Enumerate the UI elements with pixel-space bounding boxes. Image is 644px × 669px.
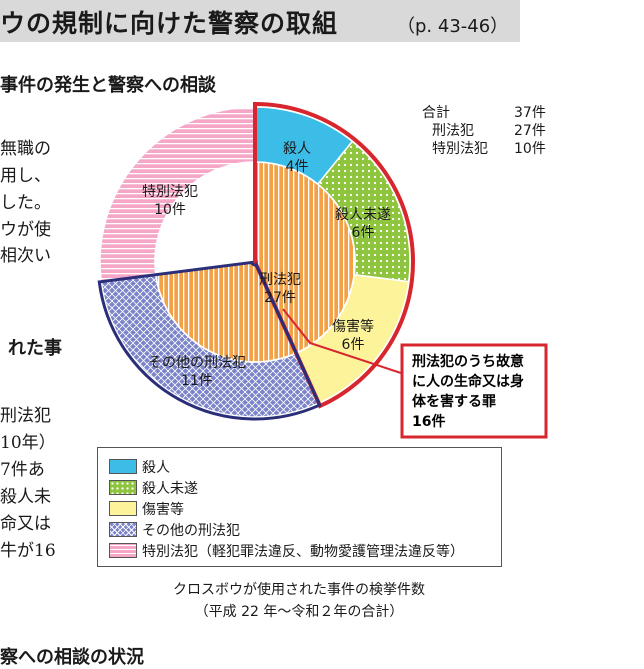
body-text-line: 命又は — [0, 514, 51, 534]
slice-label-injury: 傷害等 — [332, 318, 374, 335]
legend-label: 殺人未遂 — [142, 481, 198, 497]
subheading-top: 事件の発生と警察への相談 — [0, 75, 216, 96]
penal-total-label: 刑法犯 — [432, 123, 474, 139]
legend-label: 傷害等 — [142, 502, 184, 518]
chart-caption: クロスボウが使用された事件の検挙件数 — [173, 582, 425, 598]
slice-value-murder: 4件 — [286, 159, 309, 175]
legend-label: その他の刑法犯 — [142, 523, 240, 539]
slice-value-special-law: 10件 — [154, 202, 186, 218]
body-text-line: 用し、 — [0, 166, 51, 186]
penal-total-value: 27件 — [514, 123, 546, 139]
legend-swatch — [109, 543, 137, 558]
body-text-line: ウが使 — [0, 220, 51, 240]
body-text-line: した。 — [0, 193, 51, 213]
callout-line: に人の生命又は身 — [412, 373, 524, 390]
callout-line: 体を害する罪 — [412, 393, 496, 410]
section-title: ウの規制に向けた警察の取組 — [0, 9, 339, 38]
body-text-line: 牛が16 — [0, 541, 56, 561]
slice-label-special-law: 特別法犯 — [142, 184, 198, 200]
legend-swatch — [109, 480, 137, 495]
inner-value-penal: 27件 — [264, 290, 296, 306]
callout-box — [400, 343, 548, 439]
body-text-line: 刑法犯 — [0, 406, 51, 426]
legend-swatch — [109, 522, 137, 537]
slice-label-murder: 殺人 — [283, 141, 311, 157]
slice-label-attempted-murder: 殺人未遂 — [335, 207, 391, 223]
subheading-bottom: 察への相談の状況 — [0, 647, 144, 668]
body-text-line: 10年） — [0, 433, 56, 453]
section-header-band — [0, 0, 520, 42]
inner-slice-special-law — [155, 162, 255, 275]
callout-line: 刑法犯のうち故意 — [412, 353, 524, 370]
page-reference: （p. 43-46） — [397, 16, 509, 37]
callout-line: 16件 — [412, 413, 445, 430]
total-label: 合計 — [422, 105, 450, 121]
legend-swatch — [109, 501, 137, 516]
body-text-line: 無職の — [0, 139, 51, 159]
special-total-value: 10件 — [514, 141, 546, 157]
slice-value-other-penal: 11件 — [181, 373, 213, 389]
total-value: 37件 — [514, 105, 546, 121]
slice-value-attempted-murder: 6件 — [352, 225, 375, 241]
legend-swatch — [109, 459, 137, 474]
slice-label-other-penal: その他の刑法犯 — [148, 355, 246, 371]
legend-label: 特別法犯（軽犯罪法違反、動物愛護管理法違反等） — [142, 544, 464, 560]
body-text-line: 7件あ — [0, 460, 45, 480]
inner-label-penal: 刑法犯 — [259, 272, 301, 288]
body-text-line: 相次い — [0, 246, 51, 266]
chart-legend: 殺人 殺人未遂 傷害等 その他の刑法犯 特別法犯（軽犯罪法違反、動物愛護管理法違… — [97, 447, 502, 567]
chart-caption-period: （平成 22 年〜令和２年の合計） — [194, 604, 404, 620]
other-penal-outline — [97, 260, 322, 421]
mid-heading: れた事 — [8, 338, 62, 359]
body-text-line: 殺人未 — [0, 487, 51, 507]
legend-label: 殺人 — [142, 460, 170, 476]
special-total-label: 特別法犯 — [432, 141, 488, 157]
slice-value-injury: 6件 — [342, 337, 365, 353]
callout-leader-line — [282, 308, 402, 374]
